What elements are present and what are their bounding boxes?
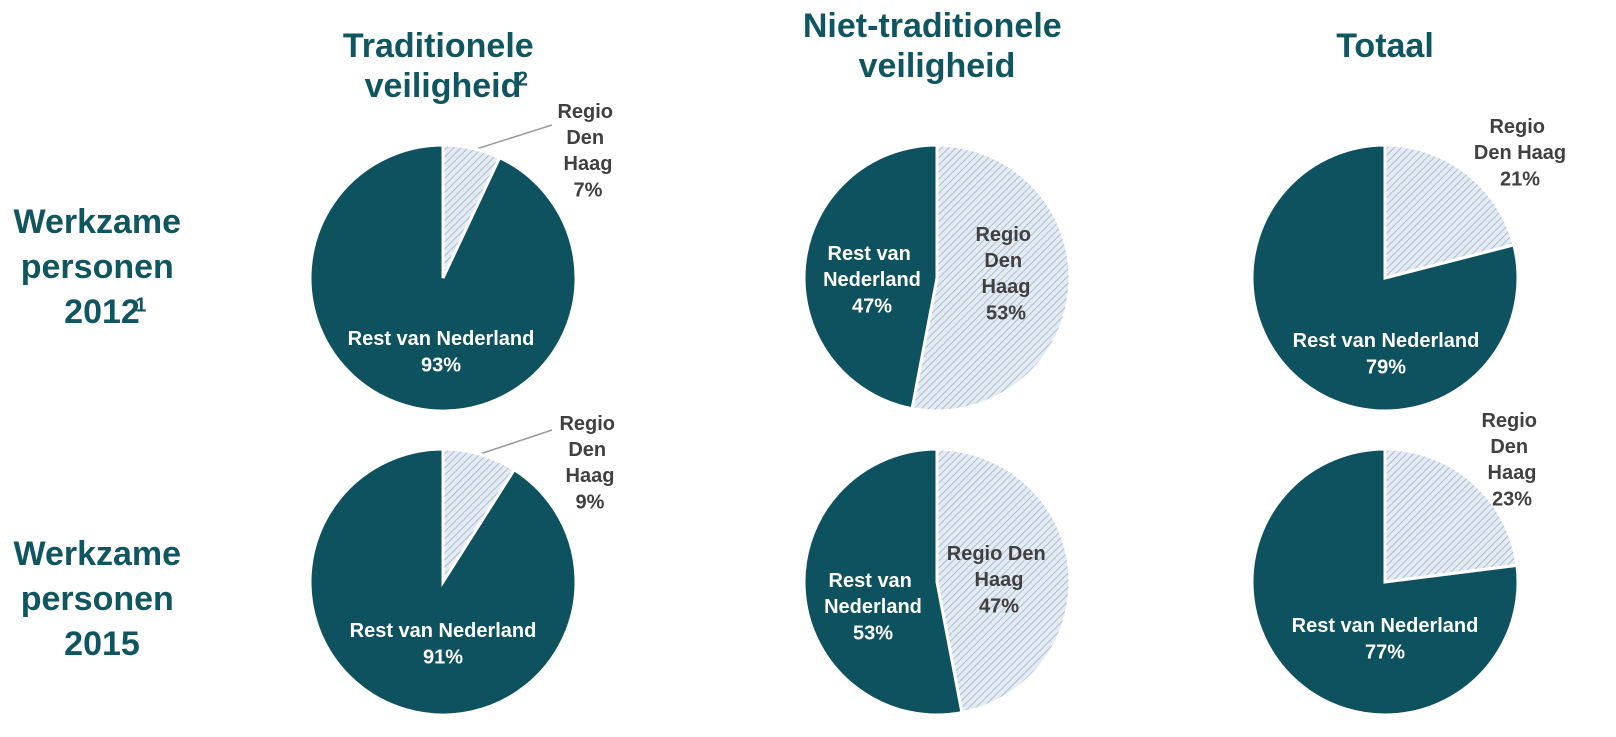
column-title: Totaal [1336,27,1434,65]
pie-slice [802,447,964,717]
slice-value: 93% [421,354,461,376]
slice-value: 77% [1365,641,1405,663]
slice-label: Rest van Nederland [1293,330,1480,352]
row-title: Werkzame personen 2012 [13,203,190,331]
row-title: Werkzame personen 2015 [13,535,190,663]
footnote: 1 [135,294,146,316]
column-title: Niet-traditionele veiligheid [803,7,1071,85]
leader-line [479,429,553,455]
slice-label: Rest van Nederland [824,570,922,618]
pie-slice [308,447,578,717]
slice-value: 53% [986,302,1026,324]
slice-value: 9% [576,491,605,513]
slice-label: Regio Den Haag [975,224,1036,298]
pie-slice [1250,447,1520,717]
slice-value: 79% [1366,356,1406,378]
pie-slice [1383,447,1519,584]
slice-label: Regio Den Haag [947,543,1051,591]
pie-slice [935,447,1072,715]
slice-label: Rest van Nederland [350,620,537,642]
slice-label: Rest van Nederland [823,243,921,291]
slice-value: 23% [1492,488,1532,510]
slice-label: Regio Den Haag [559,413,620,487]
slice-label: Regio Den Haag [557,101,618,175]
footnote: 2 [517,68,528,90]
pie-slice [910,143,1072,413]
pie-slice [308,143,578,413]
pie-slice [1383,143,1516,280]
slice-label: Rest van Nederland [1292,615,1479,637]
slice-value: 47% [979,595,1019,617]
pie-slice [1250,143,1520,413]
leader-line [472,124,553,151]
slice-value: 7% [574,179,603,201]
column-title: Traditionele veiligheid [343,27,543,105]
slice-label: Regio Den Haag [1481,410,1542,484]
slice-value: 47% [852,295,892,317]
slice-value: 53% [853,622,893,644]
pie-slice [802,143,939,411]
slice-label: Rest van Nederland [348,328,535,350]
slice-value: 21% [1500,168,1540,190]
slice-label: Regio Den Haag [1474,116,1566,164]
slice-value: 91% [423,646,463,668]
